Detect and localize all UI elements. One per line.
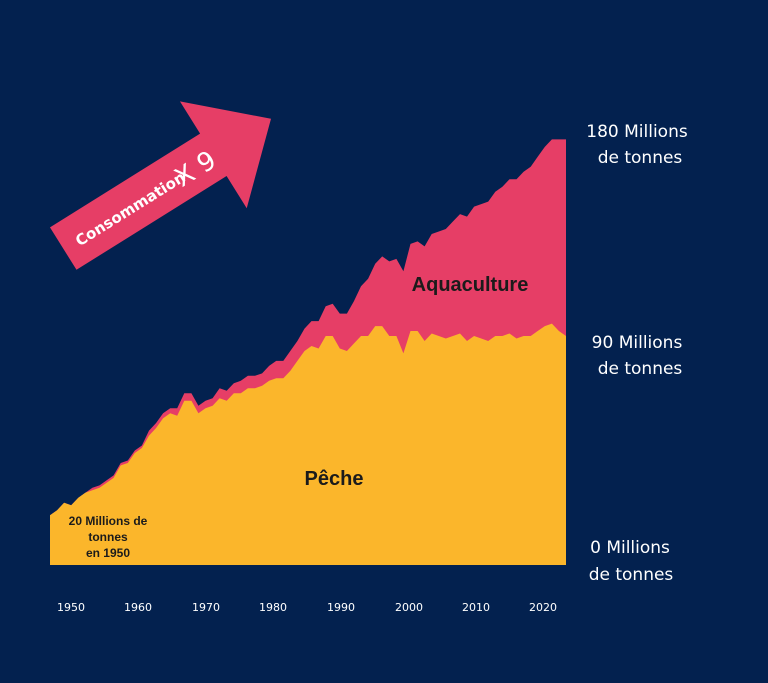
- ytick-0-line2: de tonnes: [589, 565, 674, 585]
- aquaculture-label: Aquaculture: [412, 274, 529, 296]
- xtick-1990: 1990: [327, 601, 355, 614]
- ytick-90-line1: 90 Millions: [592, 333, 683, 353]
- ytick-180-line1: 180 Millions: [586, 122, 688, 142]
- xtick-2000: 2000: [395, 601, 423, 614]
- consumption-arrow: Consommation X 9: [49, 101, 272, 270]
- peche-area: [50, 323, 566, 565]
- ytick-90-line2: de tonnes: [598, 359, 683, 379]
- ytick-180-line2: de tonnes: [598, 148, 683, 168]
- xtick-1960: 1960: [124, 601, 152, 614]
- peche-label: Pêche: [305, 468, 364, 490]
- annotation-1950: 20 Millions de tonnes en 1950: [69, 514, 148, 560]
- xtick-2020: 2020: [529, 601, 557, 614]
- xtick-2010: 2010: [462, 601, 490, 614]
- series-areas: [50, 139, 566, 565]
- y-axis: 180 Millions de tonnes 90 Millions de to…: [586, 122, 688, 585]
- xtick-1980: 1980: [259, 601, 287, 614]
- xtick-1970: 1970: [192, 601, 220, 614]
- annotation-line-3: en 1950: [86, 546, 130, 560]
- xtick-1950: 1950: [57, 601, 85, 614]
- x-axis: 1950 1960 1970 1980 1990 2000 2010 2020: [57, 601, 557, 614]
- ytick-0-line1: 0 Millions: [590, 538, 670, 558]
- annotation-line-2: tonnes: [88, 530, 128, 544]
- annotation-line-1: 20 Millions de: [69, 514, 148, 528]
- arrow-shape: [49, 101, 272, 270]
